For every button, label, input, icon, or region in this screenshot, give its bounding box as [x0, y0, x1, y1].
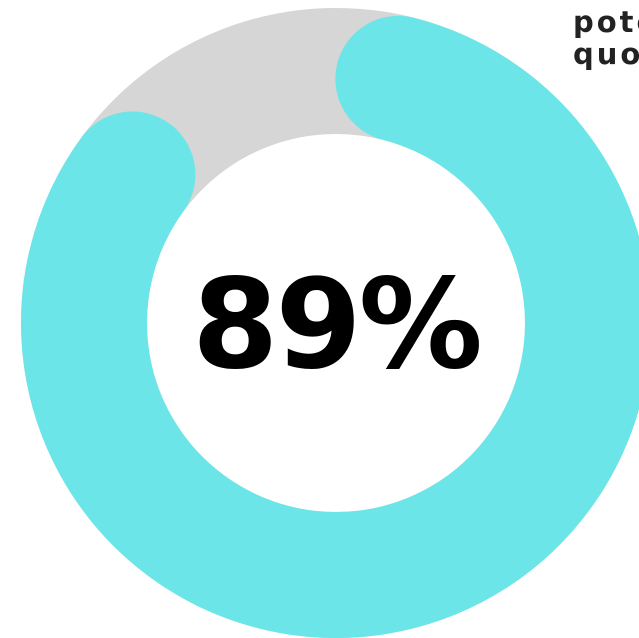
percentage-label: 89% — [192, 253, 483, 397]
donut-progress-arc — [21, 7, 639, 638]
brand-logo: potc quo — [573, 6, 639, 70]
brand-line-2: quo — [573, 37, 639, 71]
percentage-value: 89% — [148, 250, 524, 400]
brand-line-1: potc — [573, 5, 639, 39]
